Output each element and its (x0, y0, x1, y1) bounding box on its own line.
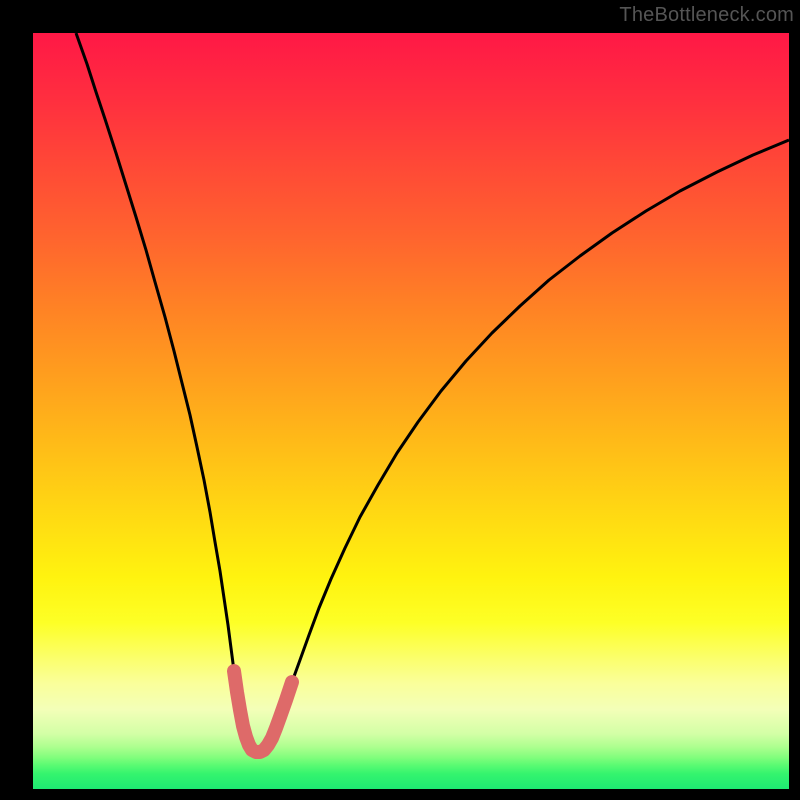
chart-container: TheBottleneck.com (0, 0, 800, 800)
chart-svg (33, 33, 789, 789)
watermark-text: TheBottleneck.com (619, 4, 794, 27)
plot-area (33, 33, 789, 789)
gradient-background (33, 33, 789, 789)
